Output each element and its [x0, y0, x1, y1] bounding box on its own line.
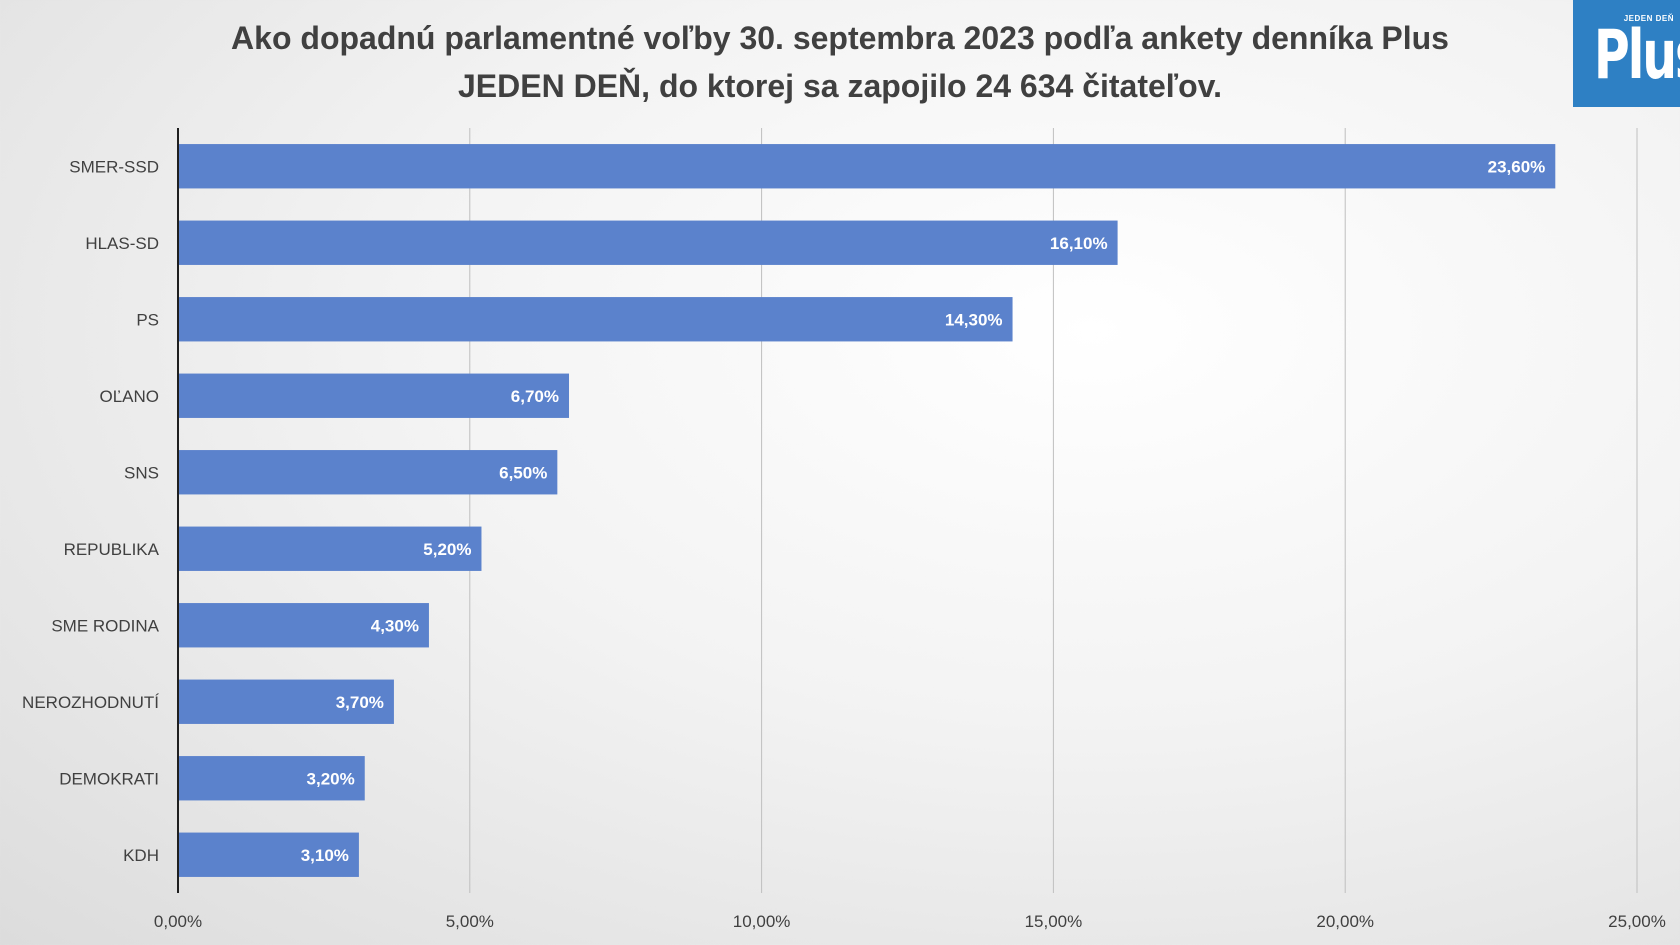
x-tick-label: 20,00%: [1316, 912, 1374, 931]
chart-title: Ako dopadnú parlamentné voľby 30. septem…: [140, 14, 1540, 110]
bar: [178, 297, 1013, 342]
category-label: KDH: [123, 846, 159, 865]
data-label: 4,30%: [371, 616, 419, 635]
bar: [178, 756, 365, 801]
chart-title-line-1: Ako dopadnú parlamentné voľby 30. septem…: [231, 20, 1449, 56]
data-label: 5,20%: [423, 540, 471, 559]
category-label: PS: [136, 310, 159, 329]
data-label: 14,30%: [945, 310, 1003, 329]
bar: [178, 603, 429, 648]
bar: [178, 144, 1556, 189]
x-tick-label: 10,00%: [733, 912, 791, 931]
x-tick-label: 25,00%: [1608, 912, 1666, 931]
data-label: 3,20%: [307, 769, 355, 788]
category-label: HLAS-SD: [85, 234, 159, 253]
category-label: SNS: [124, 463, 159, 482]
logo-tagline: JEDEN DEŇ: [1623, 14, 1674, 23]
bar: [178, 220, 1118, 265]
bar: [178, 373, 570, 418]
data-label: 3,70%: [336, 693, 384, 712]
data-label: 3,10%: [301, 846, 349, 865]
bar: [178, 526, 482, 571]
bar: [178, 679, 394, 724]
data-label: 6,50%: [499, 463, 547, 482]
data-label: 16,10%: [1050, 234, 1108, 253]
category-label: SMER-SSD: [69, 157, 159, 176]
category-label: SME RODINA: [51, 616, 159, 635]
category-label: OĽANO: [99, 387, 159, 406]
x-tick-label: 0,00%: [154, 912, 202, 931]
data-label: 23,60%: [1488, 157, 1546, 176]
category-label: DEMOKRATI: [59, 769, 159, 788]
bar: [178, 450, 558, 495]
category-label: NEROZHODNUTÍ: [22, 693, 159, 712]
chart-title-line-2: JEDEN DEŇ, do ktorej sa zapojilo 24 634 …: [458, 68, 1222, 104]
plus-logo: JEDEN DEŇ Plus: [1573, 0, 1680, 107]
x-tick-label: 5,00%: [446, 912, 494, 931]
category-label: REPUBLIKA: [64, 540, 160, 559]
bar: [178, 832, 359, 877]
data-label: 6,70%: [511, 387, 559, 406]
x-tick-label: 15,00%: [1025, 912, 1083, 931]
